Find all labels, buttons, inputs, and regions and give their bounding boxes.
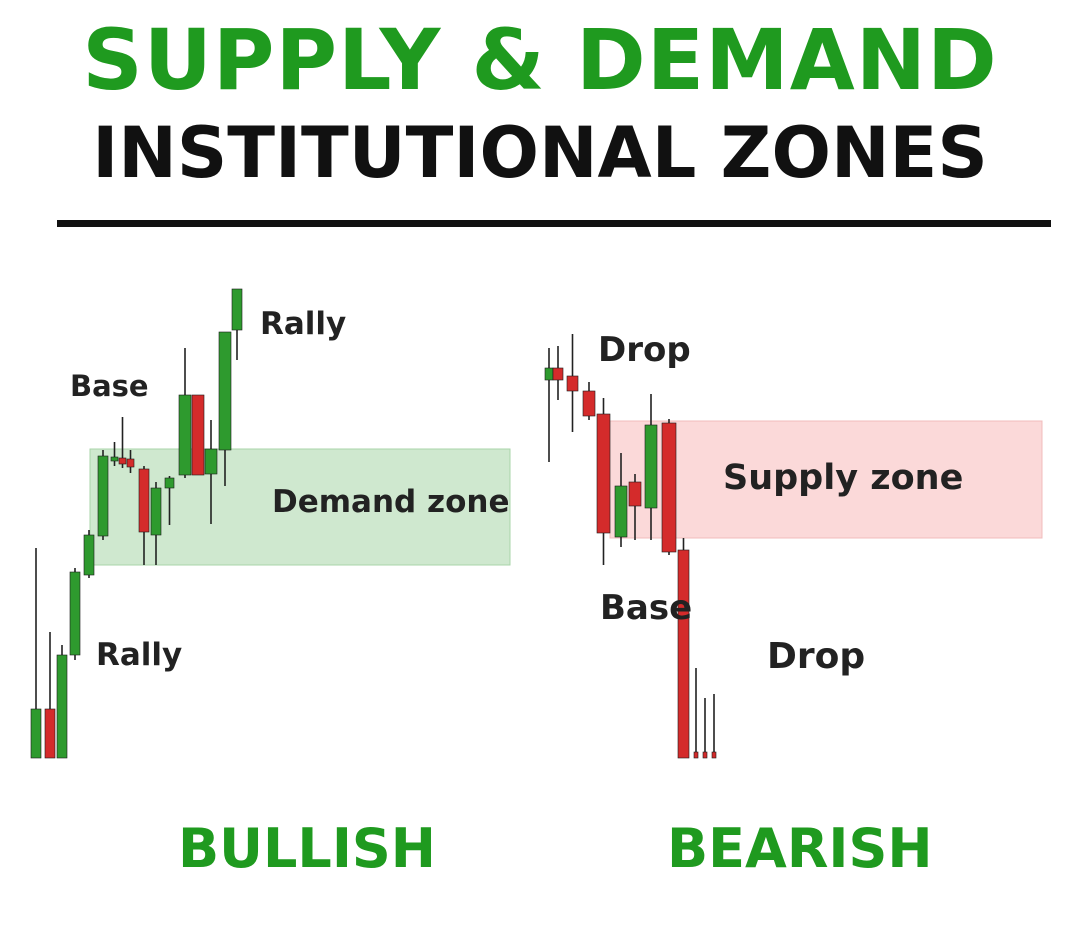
bearish-base-label: Base <box>600 588 692 628</box>
bearish-candle-5 <box>596 413 611 534</box>
title-divider <box>57 220 1051 227</box>
demand-zone-label: Demand zone <box>272 484 509 520</box>
bearish-candle-12 <box>702 751 708 759</box>
bullish-candle-13 <box>178 394 192 476</box>
bearish-candle-6 <box>614 485 628 538</box>
bullish-candle-11 <box>150 487 162 536</box>
bullish-candle-8 <box>118 457 127 465</box>
bearish-candle-3 <box>566 375 579 392</box>
bearish-candle-1 <box>544 367 554 381</box>
bearish-candle-13 <box>711 751 717 759</box>
bearish-caption: BEARISH <box>667 817 933 880</box>
title-line-2: INSTITUTIONAL ZONES <box>92 112 988 194</box>
bullish-candle-2 <box>44 708 56 759</box>
bearish-candles <box>544 334 717 759</box>
bullish-candle-6 <box>97 455 109 537</box>
bullish-base-label: Base <box>70 369 149 403</box>
bullish-candle-10 <box>138 468 150 533</box>
bullish-candle-1 <box>30 708 42 759</box>
supply-zone-label: Supply zone <box>723 458 963 498</box>
bearish-candle-10 <box>677 549 690 759</box>
bearish-candle-7 <box>628 481 642 507</box>
bullish-rally-low-label: Rally <box>96 637 182 673</box>
bullish-candle-14 <box>191 394 205 476</box>
bullish-candle-3 <box>56 654 68 759</box>
title-line-1: SUPPLY & DEMAND <box>82 11 998 109</box>
bearish-candle-9 <box>661 422 677 553</box>
bullish-rally-high-label: Rally <box>260 306 346 342</box>
bullish-candle-9 <box>126 458 135 468</box>
bullish-candle-12 <box>164 477 175 489</box>
bearish-candle-11 <box>693 751 699 759</box>
bullish-candle-17 <box>231 288 243 331</box>
bullish-caption: BULLISH <box>178 817 437 880</box>
bearish-candle-8 <box>644 424 658 509</box>
bullish-candle-4 <box>69 571 81 656</box>
bearish-drop-low-label: Drop <box>767 636 865 677</box>
bearish-drop-high-label: Drop <box>598 330 691 370</box>
bullish-candles <box>30 288 243 759</box>
bullish-candle-5 <box>83 534 95 576</box>
bullish-candle-16 <box>218 331 232 451</box>
bullish-candle-15 <box>204 448 218 475</box>
bearish-candle-2 <box>552 367 564 381</box>
bearish-candle-4 <box>582 390 596 417</box>
bullish-candle-7 <box>110 456 119 462</box>
